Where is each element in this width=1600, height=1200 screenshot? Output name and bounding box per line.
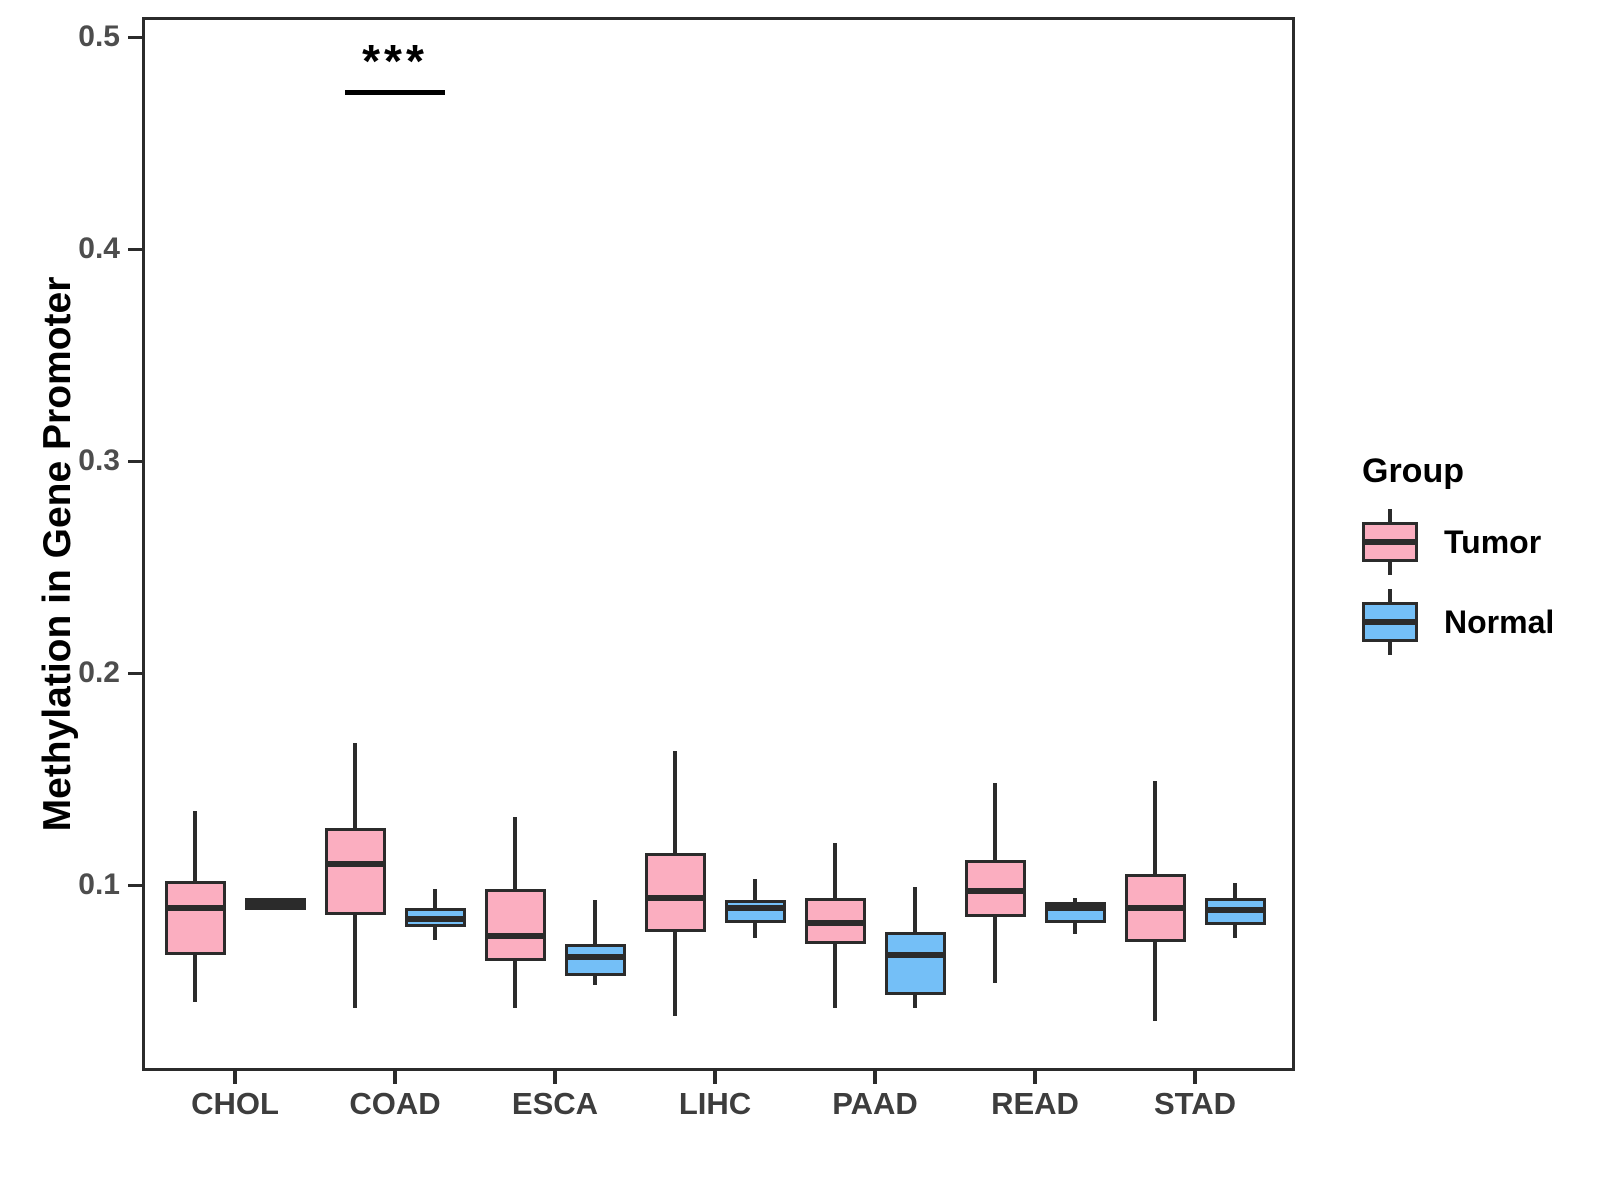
median-tumor-LIHC xyxy=(644,894,706,901)
legend-label-normal: Normal xyxy=(1444,604,1555,640)
median-tumor-READ xyxy=(964,888,1026,895)
glyph-median xyxy=(1362,539,1418,545)
y-tick-label: 0.3 xyxy=(78,444,120,477)
box-normal-LIHC xyxy=(724,899,786,924)
y-axis-tick xyxy=(128,883,142,887)
glyph-whisker-bottom xyxy=(1388,642,1392,655)
median-normal-STAD xyxy=(1204,907,1266,914)
y-axis-tick xyxy=(128,459,142,463)
plot-panel xyxy=(142,17,1295,1071)
legend-title: Group xyxy=(1362,452,1464,490)
box-normal-PAAD xyxy=(884,931,946,996)
median-normal-LIHC xyxy=(724,905,786,912)
y-axis-tick xyxy=(128,247,142,251)
legend-item-normal: Normal xyxy=(1362,589,1554,655)
x-tick-label: READ xyxy=(991,1086,1079,1121)
x-axis-tick xyxy=(713,1071,717,1084)
x-axis-tick xyxy=(1033,1071,1037,1084)
median-normal-ESCA xyxy=(564,954,626,961)
glyph-whisker-top xyxy=(1388,589,1392,602)
box-tumor-LIHC xyxy=(644,853,706,932)
x-tick-label: LIHC xyxy=(678,1086,752,1121)
legend-item-tumor: Tumor xyxy=(1362,509,1554,575)
whisker-normal-ESCA xyxy=(593,899,597,985)
y-tick-label: 0.2 xyxy=(78,656,120,689)
y-axis-tick xyxy=(128,671,142,675)
legend: Group Tumor Normal xyxy=(1362,452,1554,669)
box-tumor-ESCA xyxy=(484,889,546,962)
x-axis-tick xyxy=(553,1071,557,1084)
significance-bar xyxy=(345,90,445,95)
box-tumor-COAD xyxy=(324,827,386,915)
box-normal-ESCA xyxy=(564,944,626,977)
glyph-whisker-top xyxy=(1388,509,1392,522)
x-tick-label: CHOL xyxy=(191,1086,279,1121)
median-normal-READ xyxy=(1044,905,1106,912)
y-tick-label: 0.5 xyxy=(78,20,120,53)
median-tumor-COAD xyxy=(324,860,386,867)
median-tumor-PAAD xyxy=(804,920,866,927)
significance-stars: *** xyxy=(362,35,428,87)
box-tumor-READ xyxy=(964,859,1026,917)
legend-label-tumor: Tumor xyxy=(1444,524,1542,560)
median-normal-PAAD xyxy=(884,951,946,958)
box-tumor-CHOL xyxy=(164,880,226,955)
glyph-median xyxy=(1362,619,1418,625)
median-tumor-ESCA xyxy=(484,932,546,939)
x-tick-label: PAAD xyxy=(832,1086,918,1121)
median-tumor-STAD xyxy=(1124,905,1186,912)
y-axis-tick xyxy=(128,35,142,39)
x-tick-label: COAD xyxy=(349,1086,441,1121)
x-axis-tick xyxy=(393,1071,397,1084)
x-axis-tick xyxy=(1193,1071,1197,1084)
glyph-whisker-bottom xyxy=(1388,562,1392,575)
x-tick-label: ESCA xyxy=(511,1086,599,1121)
median-tumor-CHOL xyxy=(164,905,226,912)
x-axis-tick xyxy=(233,1071,237,1084)
normal-boxplot-icon xyxy=(1362,589,1418,655)
x-axis-tick xyxy=(873,1071,877,1084)
x-tick-label: STAD xyxy=(1153,1086,1237,1121)
y-tick-label: 0.4 xyxy=(78,232,120,265)
y-tick-label: 0.1 xyxy=(78,868,120,901)
y-axis-title: Methylation in Gene Promoter xyxy=(36,276,79,832)
median-normal-CHOL xyxy=(244,901,306,908)
median-normal-COAD xyxy=(404,915,466,922)
tumor-boxplot-icon xyxy=(1362,509,1418,575)
